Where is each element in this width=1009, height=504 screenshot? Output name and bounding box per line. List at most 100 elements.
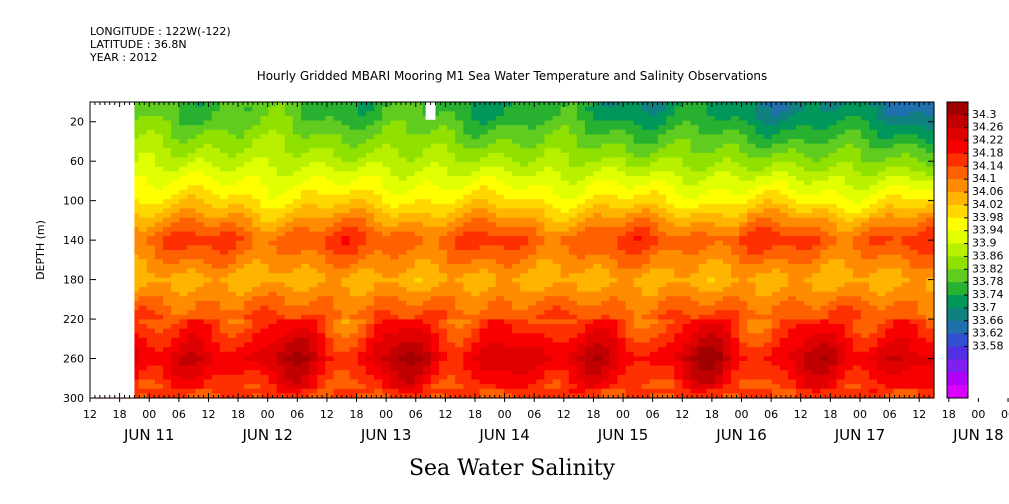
salinity-cell [706, 342, 716, 348]
salinity-cell [374, 111, 383, 117]
salinity-cell [325, 287, 335, 293]
salinity-cell [503, 384, 513, 390]
salinity-cell [706, 259, 716, 265]
salinity-cell [268, 115, 278, 122]
salinity-cell [666, 171, 675, 177]
salinity-cell [390, 162, 399, 168]
year-label: YEAR : 2012 [89, 51, 158, 64]
salinity-cell [438, 208, 448, 214]
salinity-cell [130, 166, 140, 172]
salinity-cell [268, 250, 278, 256]
salinity-cell [698, 120, 708, 126]
salinity-cell [276, 337, 286, 344]
salinity-cell [471, 268, 481, 274]
salinity-cell [512, 310, 521, 316]
salinity-cell [211, 337, 221, 344]
salinity-cell [641, 319, 651, 325]
salinity-cell [333, 356, 343, 362]
salinity-cell [260, 102, 270, 108]
salinity-cell [195, 347, 205, 353]
salinity-cell [674, 199, 684, 205]
salinity-cell [292, 384, 302, 390]
salinity-cell [187, 388, 197, 394]
salinity-cell [203, 379, 213, 385]
salinity-cell [252, 277, 262, 283]
salinity-cell [195, 194, 205, 200]
salinity-cell [455, 379, 464, 385]
salinity-cell [463, 139, 473, 145]
salinity-cell [438, 115, 448, 122]
salinity-cell [593, 157, 602, 163]
salinity-cell [568, 250, 578, 256]
salinity-cell [617, 356, 627, 362]
salinity-cell [365, 250, 375, 256]
salinity-cell [195, 106, 205, 112]
salinity-cell [487, 319, 497, 325]
salinity-cell [219, 347, 229, 353]
salinity-cell [244, 268, 253, 274]
salinity-cell [341, 319, 351, 325]
salinity-cell [463, 162, 473, 168]
salinity-cell [690, 379, 700, 385]
salinity-cell [512, 217, 521, 223]
salinity-cell [276, 250, 286, 256]
salinity-cell [690, 282, 700, 288]
salinity-cell [244, 162, 253, 168]
salinity-cell [447, 185, 456, 191]
salinity-cell [252, 342, 262, 348]
salinity-cell [438, 342, 448, 348]
salinity-cell [666, 125, 675, 131]
salinity-cell [617, 388, 627, 394]
salinity-cell [398, 250, 408, 256]
salinity-cell [512, 268, 521, 274]
salinity-cell [641, 305, 651, 311]
salinity-cell [447, 189, 456, 196]
salinity-cell [512, 213, 521, 219]
salinity-cell [390, 189, 399, 196]
salinity-cell [503, 245, 513, 251]
salinity-cell [544, 134, 554, 140]
salinity-cell [211, 310, 221, 316]
salinity-cell [382, 374, 391, 381]
salinity-cell [227, 176, 237, 182]
salinity-cell [512, 328, 521, 334]
salinity-cell [682, 254, 692, 260]
salinity-cell [658, 310, 667, 316]
salinity-cell [398, 291, 408, 297]
salinity-cell [698, 134, 708, 140]
salinity-cell [276, 111, 286, 117]
salinity-cell [503, 296, 513, 302]
salinity-cell [666, 254, 675, 260]
salinity-cell [260, 194, 270, 200]
salinity-cell [593, 263, 602, 270]
salinity-cell [649, 226, 659, 233]
salinity-cell [325, 189, 335, 196]
salinity-cell [219, 268, 229, 274]
salinity-cell [658, 143, 667, 149]
salinity-cell [625, 139, 635, 145]
salinity-cell [333, 115, 343, 122]
salinity-cell [187, 176, 197, 182]
salinity-cell [455, 384, 464, 390]
salinity-cell [211, 120, 221, 126]
salinity-cell [576, 384, 586, 390]
salinity-cell [146, 120, 156, 126]
salinity-cell [568, 296, 578, 302]
salinity-cell [374, 236, 383, 242]
salinity-cell [219, 240, 229, 246]
salinity-cell [268, 259, 278, 265]
salinity-cell [649, 115, 659, 122]
salinity-cell [236, 374, 245, 381]
salinity-cell [309, 180, 318, 186]
salinity-cell [244, 189, 253, 196]
salinity-cell [309, 337, 318, 344]
salinity-cell [560, 245, 570, 251]
salinity-cell [471, 365, 481, 371]
salinity-cell [674, 370, 684, 376]
salinity-cell [349, 351, 359, 357]
salinity-cell [528, 314, 537, 320]
salinity-cell [617, 333, 627, 339]
salinity-cell [536, 134, 546, 140]
salinity-cell [503, 347, 513, 353]
salinity-cell [666, 189, 675, 196]
